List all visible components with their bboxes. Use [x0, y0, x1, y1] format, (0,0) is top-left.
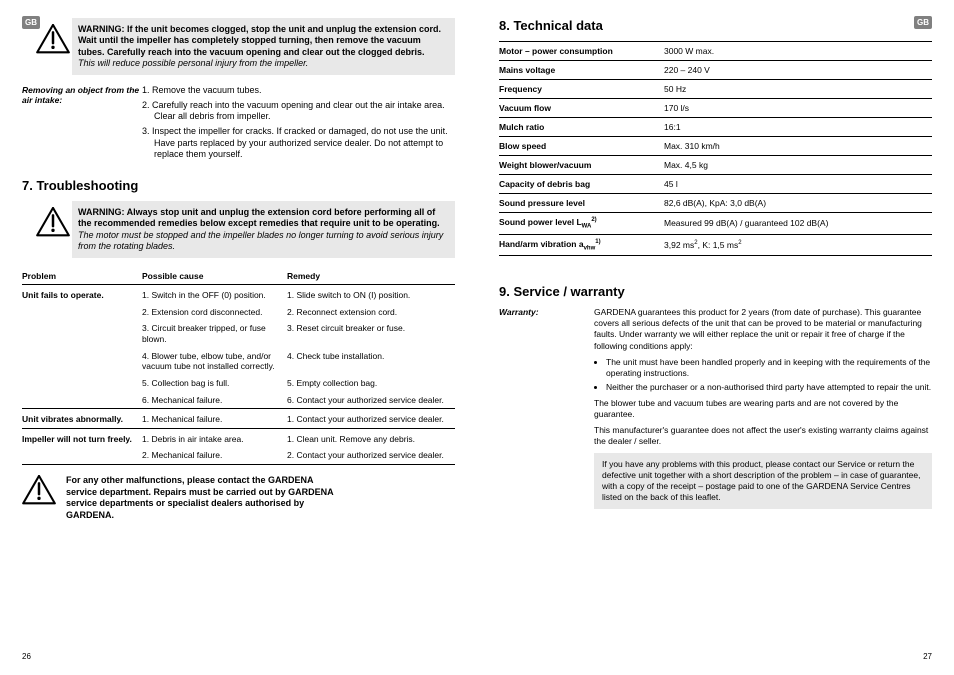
cause-cell: 4. Blower tube, elbow tube, and/or vacuu…: [142, 348, 287, 375]
warranty-contact: If you have any problems with this produ…: [594, 453, 932, 509]
section-heading-8: 8. Technical data: [499, 18, 932, 33]
tech-value: Max. 310 km/h: [664, 137, 932, 156]
warn-body: Always stop unit and unplug the extensio…: [78, 207, 440, 228]
tech-label: Frequency: [499, 80, 664, 99]
problem-cell: Unit fails to operate.: [22, 285, 142, 304]
warranty-p3: This manufacturer's guarantee does not a…: [594, 425, 932, 447]
tech-label: Mulch ratio: [499, 118, 664, 137]
problem-cell: Impeller will not turn freely.: [22, 428, 142, 447]
cause-cell: 1. Switch in the OFF (0) position.: [142, 285, 287, 304]
tech-label: Motor – power consumption: [499, 42, 664, 61]
warning-icon: [36, 24, 70, 54]
note-text: For any other malfunctions, please conta…: [66, 475, 346, 522]
section-heading-9: 9. Service / warranty: [499, 284, 932, 299]
removing-step: 2. Carefully reach into the vacuum openi…: [142, 100, 455, 123]
lang-tab: GB: [914, 16, 932, 29]
warning-icon: [22, 475, 56, 505]
warn-prefix: WARNING:: [78, 24, 127, 34]
problem-cell: Unit vibrates abnormally.: [22, 409, 142, 428]
remedy-cell: 5. Empty collection bag.: [287, 375, 455, 392]
cause-cell: 6. Mechanical failure.: [142, 392, 287, 409]
col-remedy: Remedy: [287, 268, 455, 285]
col-cause: Possible cause: [142, 268, 287, 285]
removing-body: 1. Remove the vacuum tubes. 2. Carefully…: [142, 85, 455, 164]
problem-cell: [22, 375, 142, 392]
tech-label: Capacity of debris bag: [499, 175, 664, 194]
warranty-label: Warranty:: [499, 307, 594, 509]
page-left: GB WARNING: If the unit becomes clogged,…: [0, 0, 477, 675]
page-number: 27: [923, 652, 932, 661]
remedy-cell: 3. Reset circuit breaker or fuse.: [287, 320, 455, 347]
tech-label: Vacuum flow: [499, 99, 664, 118]
tech-value: Max. 4,5 kg: [664, 156, 932, 175]
removing-section: Removing an object from the air intake: …: [22, 85, 455, 164]
tech-label: Sound power level LWA2): [499, 213, 664, 235]
warranty-p1: GARDENA guarantees this product for 2 ye…: [594, 307, 932, 351]
tech-value: 3000 W max.: [664, 42, 932, 61]
tech-value: 16:1: [664, 118, 932, 137]
warning-box-2: WARNING: Always stop unit and unplug the…: [72, 201, 455, 258]
tech-value: Measured 99 dB(A) / guaranteed 102 dB(A): [664, 213, 932, 235]
problem-cell: [22, 392, 142, 409]
section-heading-7: 7. Troubleshooting: [22, 178, 455, 193]
warranty-section: Warranty: GARDENA guarantees this produc…: [499, 307, 932, 509]
problem-cell: [22, 348, 142, 375]
warranty-bullet: Neither the purchaser or a non-authorise…: [606, 382, 932, 393]
removing-label: Removing an object from the air intake:: [22, 85, 142, 164]
page-number: 26: [22, 652, 31, 661]
col-problem: Problem: [22, 268, 142, 285]
tech-label: Blow speed: [499, 137, 664, 156]
problem-cell: [22, 447, 142, 464]
warn-body: If the unit becomes clogged, stop the un…: [78, 24, 441, 57]
technical-data-table: Motor – power consumption3000 W max.Main…: [499, 41, 932, 256]
remedy-cell: 4. Check tube installation.: [287, 348, 455, 375]
warn-italic: The motor must be stopped and the impell…: [78, 230, 443, 251]
tech-value: 3,92 ms2, K: 1,5 ms2: [664, 234, 932, 256]
troubleshooting-table: Problem Possible cause Remedy Unit fails…: [22, 268, 455, 465]
warn-prefix: WARNING:: [78, 207, 127, 217]
cause-cell: 1. Mechanical failure.: [142, 409, 287, 428]
tech-label: Hand/arm vibration avhw1): [499, 234, 664, 256]
cause-cell: 5. Collection bag is full.: [142, 375, 287, 392]
warning-box-1: WARNING: If the unit becomes clogged, st…: [72, 18, 455, 75]
warranty-bullet: The unit must have been handled properly…: [606, 357, 932, 379]
removing-step: 3. Inspect the impeller for cracks. If c…: [142, 126, 455, 161]
cause-cell: 3. Circuit breaker tripped, or fuse blow…: [142, 320, 287, 347]
tech-label: Mains voltage: [499, 61, 664, 80]
remedy-cell: 2. Reconnect extension cord.: [287, 304, 455, 321]
remedy-cell: 2. Contact your authorized service deale…: [287, 447, 455, 464]
warning-text: WARNING: If the unit becomes clogged, st…: [78, 24, 447, 69]
cause-cell: 1. Debris in air intake area.: [142, 428, 287, 447]
tech-value: 170 l/s: [664, 99, 932, 118]
warranty-body: GARDENA guarantees this product for 2 ye…: [594, 307, 932, 509]
cause-cell: 2. Mechanical failure.: [142, 447, 287, 464]
warn-italic: This will reduce possible personal injur…: [78, 58, 308, 68]
remedy-cell: 1. Slide switch to ON (I) position.: [287, 285, 455, 304]
cause-cell: 2. Extension cord disconnected.: [142, 304, 287, 321]
tech-value: 50 Hz: [664, 80, 932, 99]
remedy-cell: 1. Contact your authorized service deale…: [287, 409, 455, 428]
tech-value: 45 l: [664, 175, 932, 194]
problem-cell: [22, 304, 142, 321]
page-right: GB 8. Technical data Motor – power consu…: [477, 0, 954, 675]
lang-tab: GB: [22, 16, 40, 29]
note-box: For any other malfunctions, please conta…: [22, 475, 455, 522]
tech-value: 82,6 dB(A), KpA: 3,0 dB(A): [664, 194, 932, 213]
remedy-cell: 6. Contact your authorized service deale…: [287, 392, 455, 409]
warning-text: WARNING: Always stop unit and unplug the…: [78, 207, 447, 252]
tech-label: Sound pressure level: [499, 194, 664, 213]
problem-cell: [22, 320, 142, 347]
removing-step: 1. Remove the vacuum tubes.: [142, 85, 455, 97]
tech-label: Weight blower/vacuum: [499, 156, 664, 175]
warning-icon: [36, 207, 70, 237]
remedy-cell: 1. Clean unit. Remove any debris.: [287, 428, 455, 447]
tech-value: 220 – 240 V: [664, 61, 932, 80]
warranty-p2: The blower tube and vacuum tubes are wea…: [594, 398, 932, 420]
